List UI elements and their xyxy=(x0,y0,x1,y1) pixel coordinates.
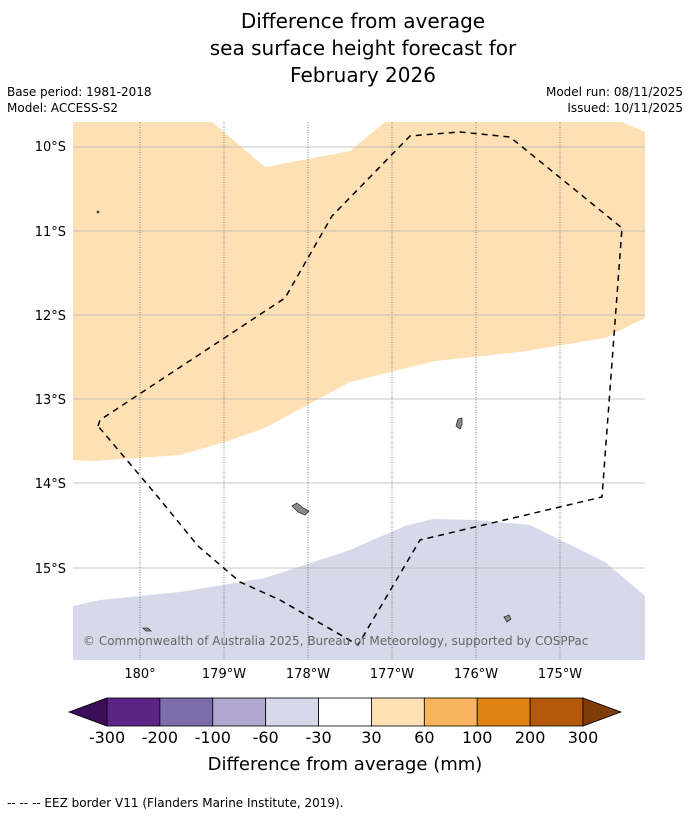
issued-date: Issued: 10/11/2025 xyxy=(567,101,683,115)
title-line-2: sea surface height forecast for xyxy=(209,36,517,60)
colorbar-cell xyxy=(106,697,161,727)
copyright-text: © Commonwealth of Australia 2025, Bureau… xyxy=(83,634,588,648)
colorbar-tick-label: -30 xyxy=(305,728,331,747)
lat-label: 13°S xyxy=(35,393,66,408)
model-run: Model run: 08/11/2025 xyxy=(545,85,683,99)
island-wallis xyxy=(291,502,310,516)
colorbar-tick-label: 200 xyxy=(515,728,546,747)
negative-anomaly-region xyxy=(73,519,645,660)
colorbar-tick-label: -200 xyxy=(142,728,178,747)
lon-label: 177°W xyxy=(370,667,414,682)
colorbar-cell xyxy=(159,697,214,727)
colorbar: -300 -200 -100 -60 -30 30 60 100 200 300 Differen… xyxy=(67,697,623,775)
colorbar-cell xyxy=(212,697,267,727)
colorbar-cells xyxy=(67,697,623,727)
colorbar-tick-label: -300 xyxy=(89,728,125,747)
lat-label: 12°S xyxy=(35,309,66,324)
map-area: © Commonwealth of Australia 2025, Bureau… xyxy=(73,122,645,660)
lon-label: 178°W xyxy=(286,667,330,682)
gridlines xyxy=(73,146,645,569)
colorbar-tick-label: 300 xyxy=(568,728,599,747)
colorbar-tick-label: 100 xyxy=(462,728,493,747)
meta-right: Model run: 08/11/2025 Issued: 10/11/2025 xyxy=(546,84,683,116)
lat-axis-labels: 10°S 11°S 12°S 13°S 14°S 15°S xyxy=(35,140,66,577)
colorbar-arrow-right xyxy=(582,697,623,727)
colorbar-cell xyxy=(318,697,372,727)
colorbar-tick-label: 30 xyxy=(361,728,381,747)
colorbar-cell xyxy=(265,697,319,727)
lon-label: 180° xyxy=(124,667,155,682)
island-dot xyxy=(96,210,100,214)
colorbar-ticks: -300 -200 -100 -60 -30 30 60 100 200 300 xyxy=(89,728,598,747)
island-small-east xyxy=(503,614,512,623)
lon-label: 175°W xyxy=(538,667,582,682)
lon-axis-labels: 180° 179°W 178°W 177°W 176°W 175°W xyxy=(124,667,582,682)
lat-label: 10°S xyxy=(35,140,66,155)
title-line-3: February 2026 xyxy=(290,63,436,87)
colorbar-tick-label: -60 xyxy=(253,728,279,747)
colorbar-tick-label: -100 xyxy=(195,728,231,747)
colorbar-label: Difference from average (mm) xyxy=(208,754,483,775)
colorbar-cell xyxy=(529,697,584,727)
lat-label: 11°S xyxy=(35,225,66,240)
title-line-1: Difference from average xyxy=(240,9,486,33)
island-nukulaelae xyxy=(455,417,463,430)
eez-border xyxy=(97,131,623,647)
colorbar-tick-label: 60 xyxy=(414,728,434,747)
model-name: Model: ACCESS-S2 xyxy=(7,101,119,115)
chart-title: Difference from average sea surface heig… xyxy=(0,8,690,89)
islands xyxy=(96,210,512,632)
lat-label: 15°S xyxy=(35,562,66,577)
colorbar-cell xyxy=(371,697,425,727)
colorbar-cell xyxy=(476,697,531,727)
island-small-south xyxy=(142,627,152,632)
base-period: Base period: 1981-2018 xyxy=(7,85,152,99)
colorbar-cell xyxy=(423,697,478,727)
positive-anomaly-region xyxy=(73,122,645,461)
lon-label: 176°W xyxy=(454,667,498,682)
lat-label: 14°S xyxy=(35,477,66,492)
map-figure: © Commonwealth of Australia 2025, Bureau… xyxy=(35,122,645,775)
eez-footnote: -- -- -- EEZ border V11 (Flanders Marine… xyxy=(7,796,344,810)
lon-label: 179°W xyxy=(202,667,246,682)
meridians xyxy=(139,122,561,660)
colorbar-arrow-left xyxy=(67,697,108,727)
meta-left: Base period: 1981-2018 Model: ACCESS-S2 xyxy=(7,84,152,116)
